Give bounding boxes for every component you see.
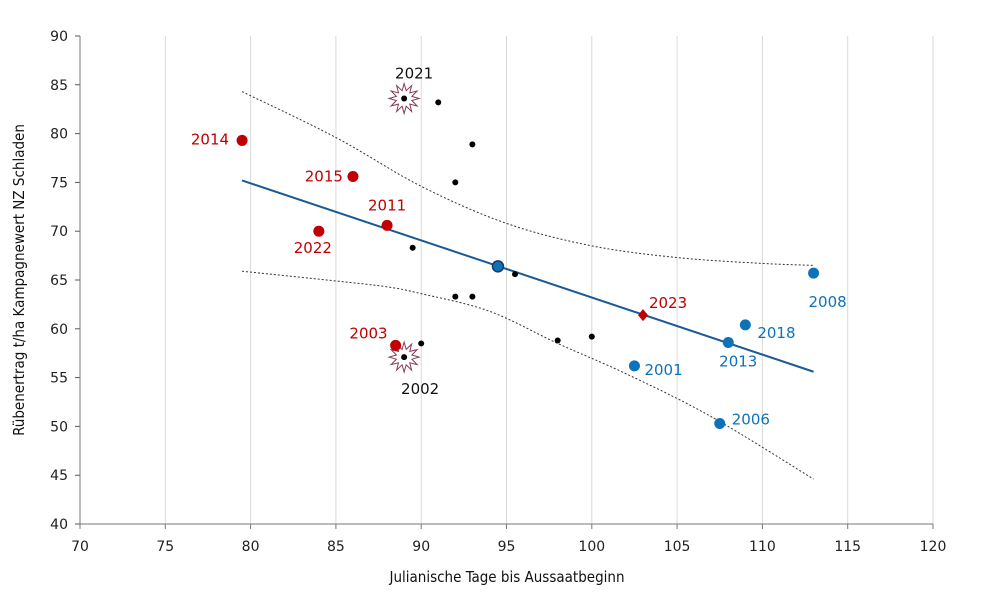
y-tick-label: 60 — [50, 322, 68, 338]
red-point-2011 — [381, 219, 393, 231]
red-point-2015 — [347, 171, 359, 183]
red-point-2022 — [313, 225, 325, 237]
y-tick-label: 40 — [50, 517, 68, 533]
year-label-2013: 2013 — [719, 352, 757, 370]
x-tick-label: 120 — [920, 539, 947, 555]
y-tick-label: 85 — [50, 78, 68, 94]
black-point — [554, 337, 561, 344]
x-tick-label: 110 — [749, 539, 776, 555]
upper-confidence-band — [241, 91, 814, 266]
year-label-2018: 2018 — [757, 324, 795, 342]
black-point — [409, 244, 416, 251]
blue-point-2018 — [739, 319, 751, 331]
confidence-bands — [241, 91, 814, 480]
x-tick-label: 105 — [664, 539, 691, 555]
x-tick-label: 100 — [578, 539, 605, 555]
data-points — [236, 81, 820, 429]
y-tick-label: 65 — [50, 273, 68, 289]
x-tick-label: 75 — [156, 539, 174, 555]
lower-confidence-band — [242, 270, 814, 480]
year-label-2022: 2022 — [294, 239, 332, 257]
y-tick-label: 90 — [50, 29, 68, 45]
y-tick-label: 50 — [50, 419, 68, 435]
black-point — [469, 293, 476, 300]
tick-labels: 70 75 80 85 90 95 100 105 110 115 120 40 45 50 55 60 65 7… — [50, 29, 946, 555]
year-label-2023: 2023 — [649, 294, 687, 312]
blue-point-2006 — [714, 417, 726, 429]
regression-line — [241, 179, 814, 373]
black-point — [418, 340, 425, 347]
y-tick-label: 55 — [50, 371, 68, 387]
black-point — [512, 271, 519, 278]
x-tick-label: 90 — [412, 539, 430, 555]
x-axis-title: Julianische Tage bis Aussaatbeginn — [389, 568, 625, 586]
y-tick-label: 45 — [50, 468, 68, 484]
black-point — [452, 293, 459, 300]
year-label-2002: 2002 — [401, 380, 439, 398]
black-point — [452, 179, 459, 186]
black-point — [588, 333, 595, 340]
black-point — [469, 141, 476, 148]
black-point — [401, 95, 408, 102]
y-tick-label: 75 — [50, 175, 68, 191]
axes — [75, 35, 934, 529]
x-tick-label: 115 — [834, 539, 861, 555]
year-label-2008: 2008 — [808, 293, 846, 311]
grid-lines — [164, 36, 934, 524]
black-point — [401, 354, 408, 361]
year-label-2003: 2003 — [349, 324, 387, 342]
highlight-point-2023 — [637, 309, 648, 322]
year-label-2015: 2015 — [305, 168, 343, 186]
x-tick-label: 85 — [327, 539, 345, 555]
y-tick-label: 80 — [50, 127, 68, 143]
x-tick-label: 80 — [242, 539, 260, 555]
mean-point — [491, 260, 505, 273]
black-point — [435, 99, 442, 106]
year-label-2006: 2006 — [732, 410, 770, 428]
year-label-2021: 2021 — [395, 64, 433, 82]
red-point-2014 — [236, 134, 248, 146]
blue-point-2008 — [808, 267, 820, 279]
red-point-2003 — [390, 339, 402, 351]
blue-point-2001 — [628, 360, 640, 372]
y-tick-label: 70 — [50, 224, 68, 240]
year-label-2001: 2001 — [644, 361, 682, 379]
blue-point-2013 — [722, 336, 734, 348]
x-tick-label: 70 — [71, 539, 89, 555]
year-label-2014: 2014 — [191, 130, 229, 148]
year-label-2011: 2011 — [368, 196, 406, 214]
x-tick-label: 95 — [498, 539, 516, 555]
y-axis-title: Rübenertrag t/ha Kampagnewert NZ Schlade… — [10, 124, 28, 436]
trend-line — [241, 179, 814, 373]
